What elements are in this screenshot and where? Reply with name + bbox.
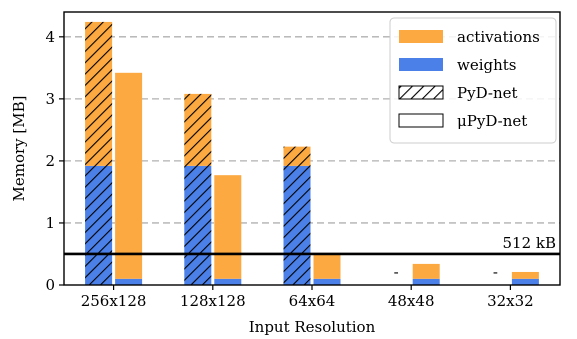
missing-marker-pydnet-48x48: - [394,263,399,281]
legend-swatch-activations [399,30,443,43]
x-tick-label-48x48: 48x48 [388,292,435,310]
reference-line-group: 512 kB [64,234,560,256]
bar-hatch-pydnet-64x64 [283,146,311,285]
y-tick-label-4: 4 [45,28,55,46]
bar-activations-micro-pydnet-48x48 [412,263,440,279]
x-tick-label-32x32: 32x32 [487,292,534,310]
y-tick-label-2: 2 [45,152,55,170]
y-tick-label-1: 1 [45,214,55,232]
bars: -- [85,21,539,286]
bar-weights-micro-pydnet-32x32 [511,278,539,285]
bar-activations-micro-pydnet-128x128 [214,175,242,279]
legend: activations weights PyD-net μPyD-net [389,17,557,144]
tick-labels: 0 1 2 3 4 256x128 128x128 64x64 48x48 32x32 [45,28,533,310]
bar-weights-micro-pydnet-48x48 [412,278,440,285]
missing-marker-pydnet-32x32: - [493,263,498,281]
x-tick-label-256x128: 256x128 [81,292,147,310]
x-axis-label: Input Resolution [249,318,376,336]
y-tick-label-3: 3 [45,90,55,108]
y-tick-label-0: 0 [45,276,55,294]
bar-activations-micro-pydnet-64x64 [313,253,341,279]
reference-line-label: 512 kB [502,234,556,252]
bar-activations-micro-pydnet-256x128 [115,72,143,279]
legend-box [389,17,557,144]
bar-hatch-pydnet-128x128 [184,93,212,286]
x-tick-label-64x64: 64x64 [289,292,336,310]
bar-weights-micro-pydnet-64x64 [313,278,341,285]
legend-swatch-weights [399,58,443,71]
legend-label-activations: activations [457,28,540,46]
bar-weights-micro-pydnet-128x128 [214,278,242,285]
legend-label-micro-pydnet: μPyD-net [457,112,527,130]
bar-hatch-pydnet-256x128 [85,21,113,285]
axes [59,11,561,290]
x-tick-label-128x128: 128x128 [180,292,246,310]
plot-frame [63,11,561,286]
bar-weights-micro-pydnet-256x128 [115,278,143,285]
legend-label-pydnet: PyD-net [457,84,518,102]
legend-label-weights: weights [457,56,517,74]
legend-hatch-pydnet [398,85,444,100]
y-axis-label: Memory [MB] [10,96,28,202]
bar-activations-micro-pydnet-32x32 [511,271,539,279]
legend-swatch-micro-pydnet [398,113,444,128]
